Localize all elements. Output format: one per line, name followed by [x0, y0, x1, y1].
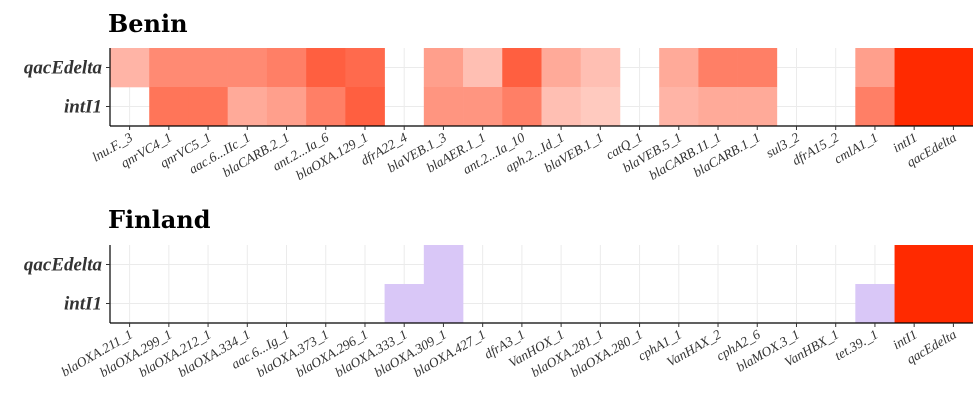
heatmap-cell	[698, 87, 738, 127]
heatmap-cell	[894, 284, 935, 324]
heatmap-cell	[580, 87, 621, 127]
heatmap-cell	[659, 87, 699, 127]
heatmap-cell	[227, 48, 268, 88]
heatmap-cell	[933, 48, 973, 88]
heatmap-cell	[855, 87, 895, 127]
heatmap-cell	[933, 245, 973, 285]
heatmap-cell	[855, 284, 895, 324]
heatmap-cell	[502, 87, 542, 127]
y-tick-label: qacEdelta	[24, 255, 103, 276]
heatmap-cell	[110, 48, 150, 88]
y-tick-label: qacEdelta	[24, 58, 103, 79]
heatmap-cell	[580, 48, 621, 88]
heatmap-cell	[659, 48, 699, 88]
heatmap-cell	[933, 87, 973, 127]
heatmap-cell	[384, 284, 425, 324]
y-tick-label: intI1	[64, 294, 102, 315]
heatmap-cell	[894, 87, 935, 127]
heatmap-cell	[463, 48, 503, 88]
heatmap-cell	[737, 87, 778, 127]
heatmap-cell	[423, 87, 464, 127]
heatmap-cell	[502, 48, 542, 88]
heatmap-cell	[894, 48, 935, 88]
heatmap-cell	[423, 48, 464, 88]
heatmap-cell	[463, 87, 503, 127]
benin-panel: BeninqacEdeltaintI1lnu.F._3qnrVC4_1qnrVC…	[24, 9, 973, 183]
finland-panel: FinlandqacEdeltaintI1blaOXA.211_1blaOXA.…	[24, 205, 973, 380]
x-tick-label: tet.39._1	[832, 327, 880, 364]
heatmap-cell	[737, 48, 778, 88]
heatmap-cell	[423, 245, 464, 285]
heatmap-cell	[423, 284, 464, 324]
heatmap-cell	[149, 48, 189, 88]
heatmap-cell	[345, 48, 385, 88]
heatmap-cell	[541, 87, 582, 127]
heatmap-cell	[306, 48, 346, 88]
heatmap-cell	[855, 48, 895, 88]
y-tick-label: intI1	[64, 97, 102, 118]
heatmap-cell	[149, 87, 189, 127]
heatmap-cell	[894, 245, 935, 285]
panel-title: Benin	[108, 9, 188, 38]
panel-title: Finland	[108, 205, 211, 234]
heatmap-cell	[345, 87, 385, 127]
heatmap-cell	[306, 87, 346, 127]
heatmap-cell	[933, 284, 973, 324]
heatmap-cell	[188, 87, 228, 127]
heatmap-cell	[698, 48, 738, 88]
heatmap-cell	[266, 87, 307, 127]
heatmap-cell	[541, 48, 582, 88]
heatmap-cell	[227, 87, 268, 127]
x-tick-label: cmlA1_1	[831, 130, 880, 167]
heatmap-cell	[266, 48, 307, 88]
heatmap-cell	[188, 48, 228, 88]
